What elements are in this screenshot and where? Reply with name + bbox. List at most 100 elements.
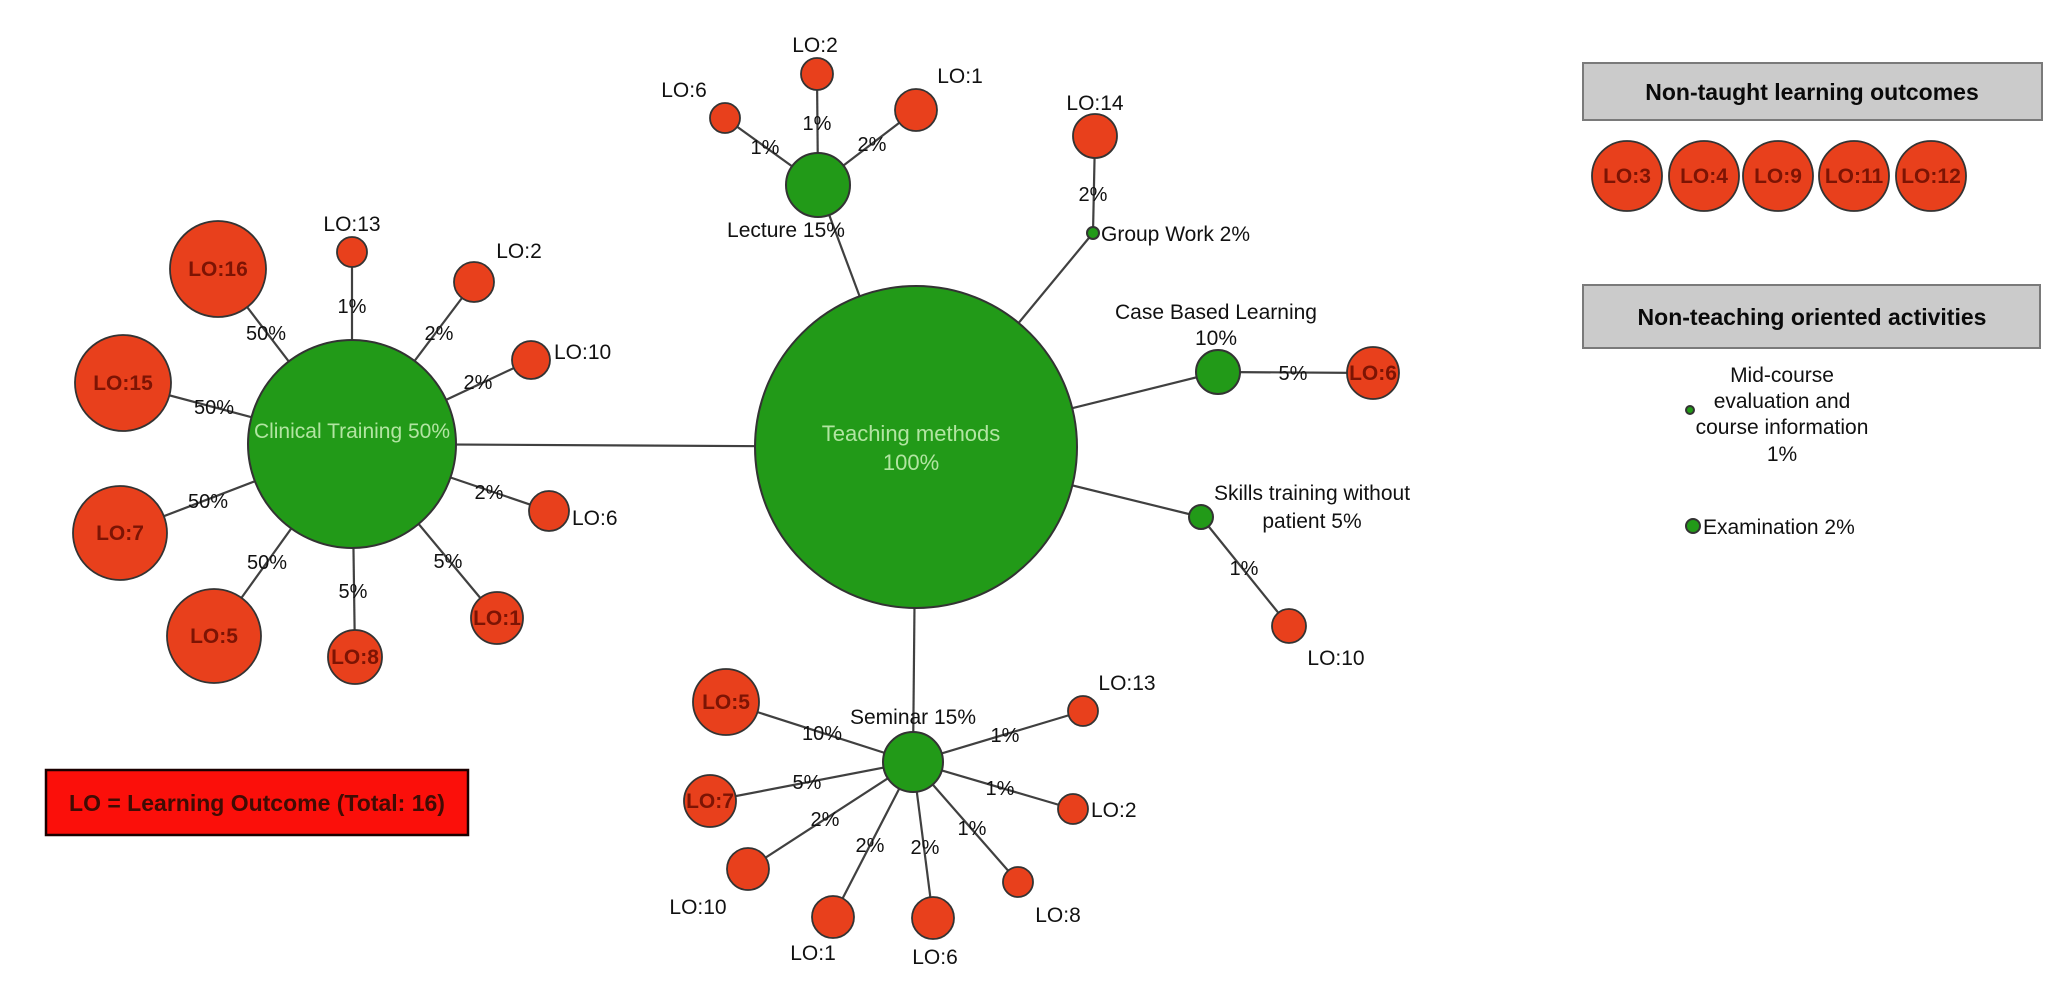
midcourse-label-line2: evaluation and <box>1714 390 1851 413</box>
lecture-lo1-node <box>894 88 938 132</box>
legend-box <box>44 768 470 837</box>
teaching-method-nodes <box>247 152 1241 793</box>
seminar-lo13-pct: 1% <box>991 725 1020 747</box>
non-taught-header-box <box>1582 62 2043 121</box>
seminar-label: Seminar 15% <box>850 706 976 729</box>
skills-lo10-node <box>1271 608 1307 644</box>
clinical-lo16-label: LO:16 <box>188 258 248 281</box>
clinical-lo8-label: LO:8 <box>331 646 379 669</box>
learning-outcome-nodes <box>72 57 1400 940</box>
clinical-lo1-pct: 5% <box>434 551 463 573</box>
seminar-lo5-label: LO:5 <box>702 691 750 714</box>
clinical-lo13-label: LO:13 <box>323 213 380 236</box>
lecture-lo2-node <box>800 57 834 91</box>
clinical-cluster-labels: LO:16 50% LO:13 1% LO:2 2% LO:10 2% LO:6… <box>93 213 617 669</box>
seminar-lo8-node <box>1002 866 1034 898</box>
non-taught-lo3-node <box>1591 140 1663 212</box>
non-taught-lo3-label: LO:3 <box>1603 165 1651 188</box>
clinical-lo16-node <box>169 220 267 318</box>
clinical-lo5-label: LO:5 <box>190 625 238 648</box>
examination-node <box>1685 518 1701 534</box>
skills-lo10-label: LO:10 <box>1307 647 1364 670</box>
lecture-lo6-label: LO:6 <box>661 79 707 102</box>
skills-training-node <box>1188 504 1214 530</box>
clinical-lo7-pct: 50% <box>188 491 228 513</box>
cbl-lo6-label: LO:6 <box>1349 362 1397 385</box>
seminar-lo6-label: LO:6 <box>912 946 958 969</box>
clinical-lo15-node <box>74 334 172 432</box>
seminar-lo10-pct: 2% <box>811 809 840 831</box>
clinical-lo6-node <box>528 490 570 532</box>
clinical-lo2-pct: 2% <box>425 323 454 345</box>
link-skills-lo10 <box>1200 516 1290 627</box>
clinical-lo7-label: LO:7 <box>96 522 144 545</box>
seminar-lo7-pct: 5% <box>793 772 822 794</box>
clinical-lo15-pct: 50% <box>194 397 234 419</box>
node-labels: Teaching methods 100% Clinical Training … <box>254 219 1410 729</box>
clinical-lo10-label: LO:10 <box>554 341 611 364</box>
lecture-lo1-pct: 2% <box>858 134 887 156</box>
clinical-training-label: Clinical Training 50% <box>254 420 450 443</box>
clinical-lo8-node <box>327 629 383 685</box>
seminar-node <box>882 731 944 793</box>
seminar-lo2-label: LO:2 <box>1091 799 1137 822</box>
non-taught-lo4-label: LO:4 <box>1680 165 1728 188</box>
group-work-node <box>1086 226 1100 240</box>
clinical-lo2-label: LO:2 <box>496 240 542 263</box>
midcourse-label-line4: 1% <box>1767 443 1797 466</box>
seminar-lo7-label: LO:7 <box>686 790 734 813</box>
seminar-lo1-label: LO:1 <box>790 942 836 965</box>
seminar-lo7-node <box>683 774 737 828</box>
clinical-lo2-node <box>453 261 495 303</box>
clinical-lo5-node <box>166 588 262 684</box>
clinical-lo13-pct: 1% <box>338 296 367 318</box>
clinical-lo5-pct: 50% <box>247 552 287 574</box>
group-work-label: Group Work 2% <box>1101 223 1250 246</box>
non-taught-lo9-node <box>1742 140 1814 212</box>
non-taught-lo4-node <box>1668 140 1740 212</box>
non-taught-lo12-node <box>1895 140 1967 212</box>
midcourse-label-line3: course information <box>1696 416 1869 439</box>
skills-label-line2: patient 5% <box>1262 510 1361 533</box>
lecture-label: Lecture 15% <box>727 219 845 242</box>
clinical-lo10-pct: 2% <box>464 372 493 394</box>
seminar-lo8-pct: 1% <box>958 818 987 840</box>
skills-cluster-labels: LO:10 1% <box>1230 558 1365 670</box>
seminar-lo1-node <box>811 895 855 939</box>
non-taught-panel: Non-taught learning outcomes LO:3 LO:4 L… <box>1582 62 2043 212</box>
seminar-lo8-label: LO:8 <box>1035 904 1081 927</box>
clinical-lo7-node <box>72 485 168 581</box>
clinical-lo1-label: LO:1 <box>473 607 521 630</box>
clinical-training-node <box>247 339 457 549</box>
teaching-methods-label-line2: 100% <box>883 450 939 475</box>
legend: LO = Learning Outcome (Total: 16) <box>44 768 470 837</box>
lecture-node <box>785 152 851 218</box>
clinical-lo1-node <box>470 591 524 645</box>
cbl-lo6-node <box>1346 346 1400 400</box>
examination-label: Examination 2% <box>1703 516 1855 539</box>
groupwork-lo14-label: LO:14 <box>1066 92 1124 115</box>
non-teaching-title: Non-teaching oriented activities <box>1638 304 1987 330</box>
clinical-lo10-node <box>511 340 551 380</box>
lecture-lo2-pct: 1% <box>803 113 832 135</box>
seminar-lo13-node <box>1067 695 1099 727</box>
seminar-lo1-pct: 2% <box>856 835 885 857</box>
seminar-lo6-node <box>911 896 955 940</box>
link-seminar-lo7 <box>709 760 914 803</box>
lecture-lo2-label: LO:2 <box>792 34 838 57</box>
clinical-lo8-pct: 5% <box>339 581 368 603</box>
seminar-lo6-pct: 2% <box>911 837 940 859</box>
groupwork-lo14-pct: 2% <box>1079 184 1108 206</box>
seminar-lo2-node <box>1057 793 1089 825</box>
groupwork-cluster-labels: LO:14 2% <box>1066 92 1124 206</box>
clinical-lo15-label: LO:15 <box>93 372 153 395</box>
seminar-cluster-labels: LO:5 10% LO:7 5% LO:10 2% LO:1 2% LO:6 2… <box>669 672 1155 969</box>
midcourse-label-line1: Mid-course <box>1730 364 1834 387</box>
non-taught-lo9-label: LO:9 <box>1754 165 1802 188</box>
clinical-lo16-pct: 50% <box>246 323 286 345</box>
teaching-methods-node <box>754 285 1078 609</box>
seminar-lo5-pct: 10% <box>802 723 842 745</box>
non-taught-lo11-node <box>1818 140 1890 212</box>
non-taught-title: Non-taught learning outcomes <box>1645 79 1979 105</box>
